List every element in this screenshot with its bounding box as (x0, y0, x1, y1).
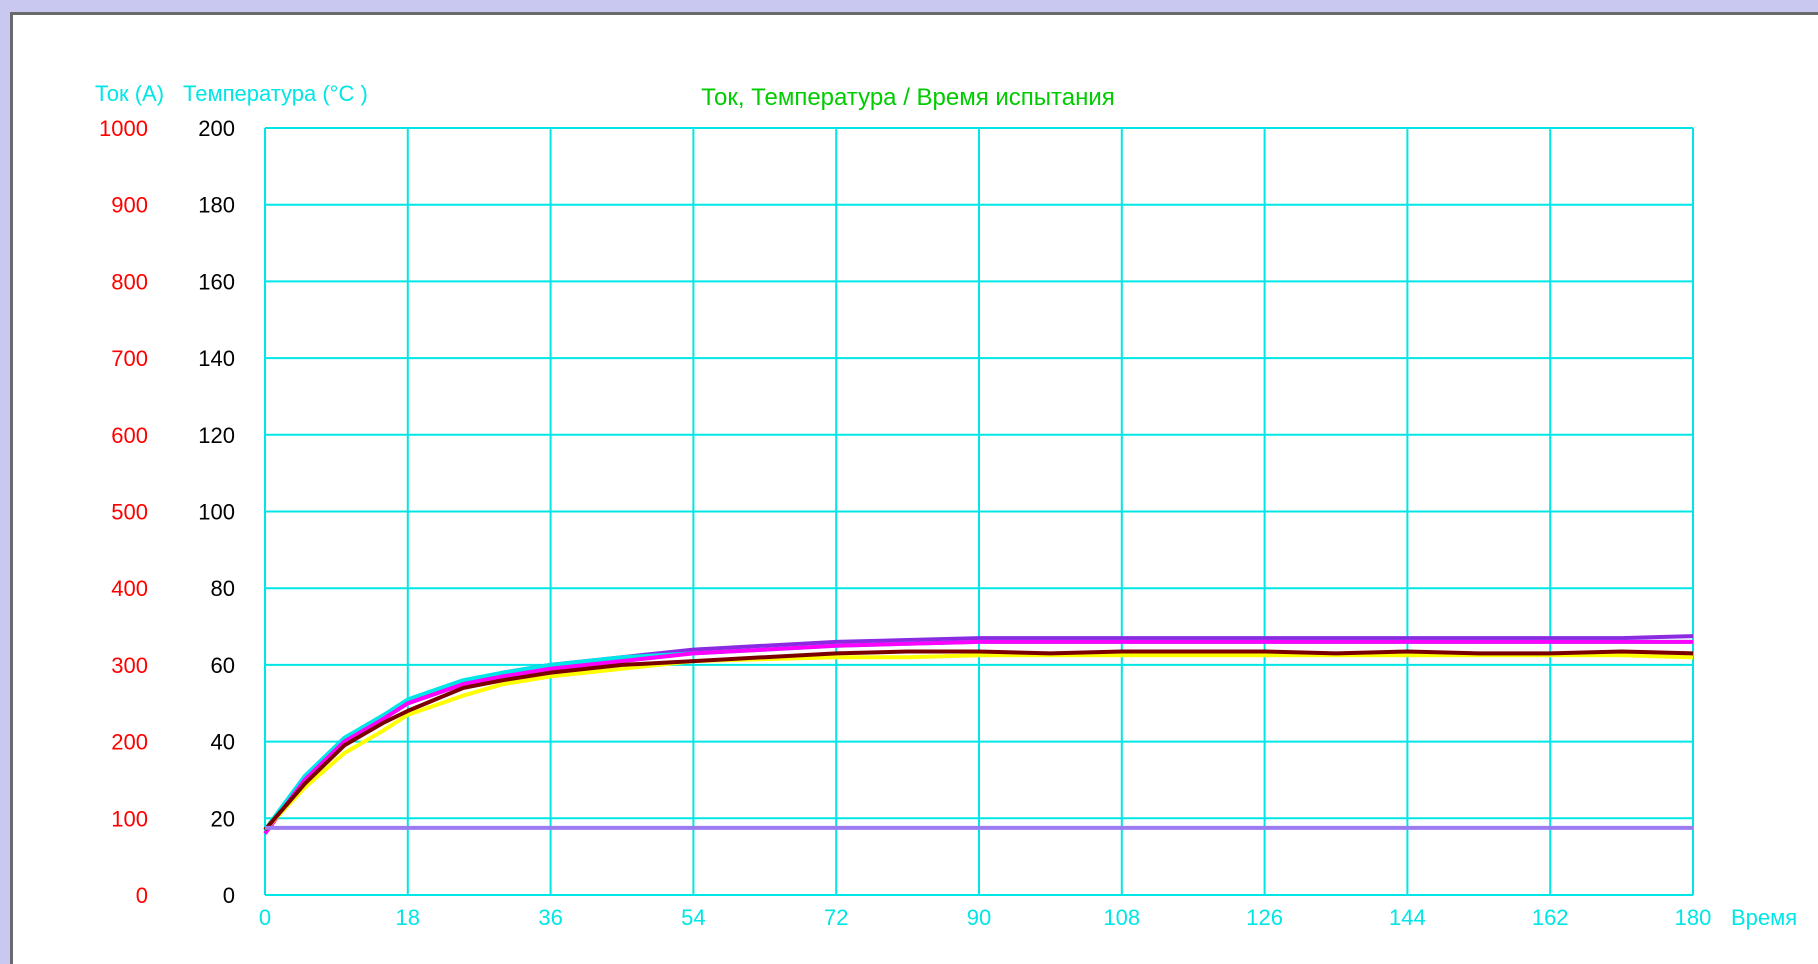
current-tick-label: 600 (111, 423, 148, 448)
series-line-3 (263, 639, 1693, 835)
temperature-axis-label: Температура (°C ) (183, 81, 368, 106)
temperature-tick-label: 60 (211, 653, 235, 678)
x-tick-label: 72 (824, 905, 848, 930)
current-tick-label: 300 (111, 653, 148, 678)
x-tick-label: 54 (681, 905, 705, 930)
series-line-4 (263, 653, 1694, 832)
x-tick-label: 0 (259, 905, 271, 930)
current-tick-label: 700 (111, 346, 148, 371)
tick-labels: 0 18 36 54 72 90 108 126 144 162 18020018016014012… (99, 116, 1711, 930)
series-line-5 (263, 649, 1694, 832)
x-tick-label: 144 (1389, 905, 1426, 930)
temperature-tick-label: 80 (211, 576, 235, 601)
current-tick-label: 100 (111, 806, 148, 831)
current-tick-label: 0 (136, 883, 148, 908)
line-chart: Ток, Температура / Время испытания Ток (… (95, 81, 1797, 930)
x-tick-label: 162 (1532, 905, 1569, 930)
grid (264, 127, 1694, 896)
x-tick-label: 126 (1246, 905, 1283, 930)
series-group (263, 634, 1694, 835)
current-tick-label: 200 (111, 730, 148, 755)
current-tick-label: 800 (111, 269, 148, 294)
x-axis-label: Время (1731, 905, 1797, 930)
temperature-tick-label: 0 (223, 883, 235, 908)
chart-title: Ток, Температура / Время испытания (701, 84, 1115, 111)
temperature-tick-label: 20 (211, 806, 235, 831)
current-tick-label: 500 (111, 500, 148, 525)
temperature-tick-label: 200 (198, 116, 235, 141)
temperature-tick-label: 160 (198, 269, 235, 294)
x-tick-label: 18 (396, 905, 420, 930)
current-tick-label: 1000 (99, 116, 148, 141)
chart-window: Ток, Температура / Время испытания Ток (… (10, 12, 1818, 964)
current-tick-label: 400 (111, 576, 148, 601)
x-tick-label: 108 (1103, 905, 1140, 930)
temperature-tick-label: 180 (198, 193, 235, 218)
current-axis-label: Ток (A) (95, 81, 164, 106)
temperature-tick-label: 120 (198, 423, 235, 448)
temperature-tick-label: 40 (211, 730, 235, 755)
x-tick-label: 180 (1675, 905, 1712, 930)
x-tick-label: 36 (538, 905, 562, 930)
temperature-tick-label: 140 (198, 346, 235, 371)
temperature-tick-label: 100 (198, 500, 235, 525)
current-tick-label: 900 (111, 193, 148, 218)
x-tick-label: 90 (967, 905, 991, 930)
